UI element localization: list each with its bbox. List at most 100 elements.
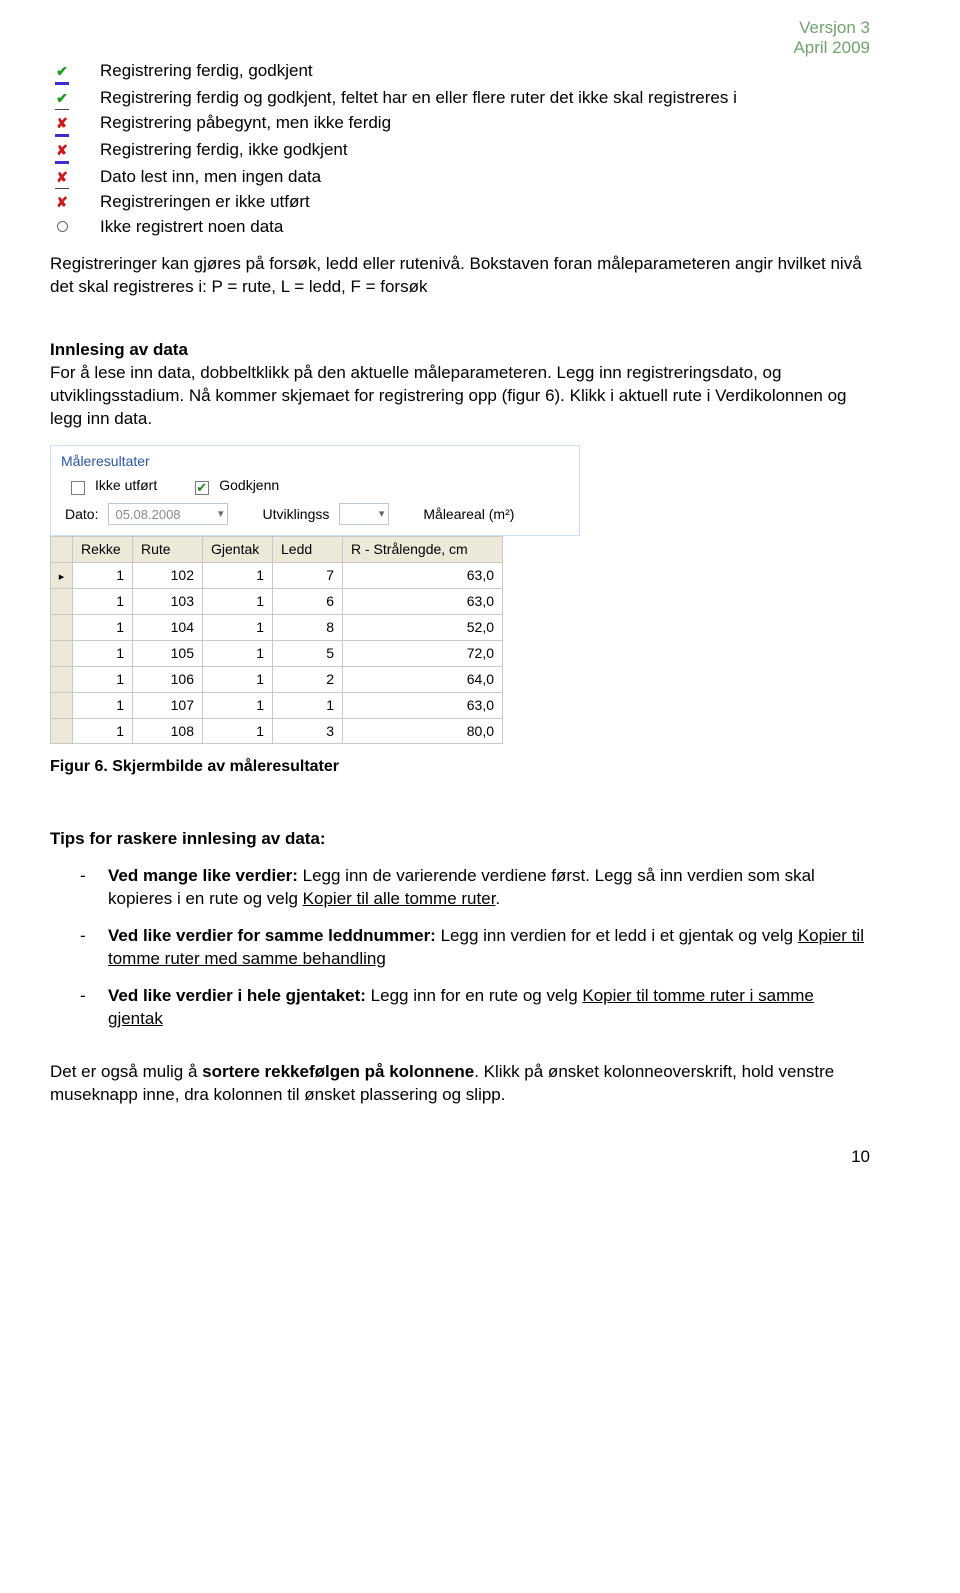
cross-icon: ✘ — [50, 112, 74, 137]
section-body: For å lese inn data, dobbeltklikk på den… — [50, 363, 847, 428]
table-cell[interactable]: 63,0 — [343, 589, 503, 615]
table-cell: 1 — [203, 640, 273, 666]
col-value[interactable]: R - Strålengde, cm — [343, 537, 503, 563]
check-icon: ✔ — [50, 87, 74, 110]
godkjenn-label: Godkjenn — [219, 476, 279, 495]
table-cell: 102 — [133, 563, 203, 589]
col-ledd[interactable]: Ledd — [273, 537, 343, 563]
table-cell: 2 — [273, 666, 343, 692]
table-cell: 1 — [73, 692, 133, 718]
table-cell: 106 — [133, 666, 203, 692]
row-selector[interactable] — [51, 718, 73, 744]
row-selector[interactable] — [51, 692, 73, 718]
table-cell: 1 — [203, 614, 273, 640]
row-selector[interactable] — [51, 614, 73, 640]
table-cell: 7 — [273, 563, 343, 589]
tips-item: Ved like verdier for samme leddnummer: L… — [80, 925, 870, 971]
sort-bold: sortere rekkefølgen på kolonnene — [202, 1062, 474, 1081]
chevron-down-icon: ▾ — [218, 507, 224, 522]
table-cell[interactable]: 63,0 — [343, 563, 503, 589]
table-cell: 1 — [203, 666, 273, 692]
table-cell: 1 — [73, 666, 133, 692]
col-rekke[interactable]: Rekke — [73, 537, 133, 563]
sort-paragraph: Det er også mulig å sortere rekkefølgen … — [50, 1061, 870, 1107]
table-cell: 105 — [133, 640, 203, 666]
table-cell: 1 — [203, 589, 273, 615]
table-cell: 108 — [133, 718, 203, 744]
cross-icon: ✘ — [50, 166, 74, 189]
chevron-down-icon: ▾ — [379, 507, 385, 522]
panel-title: Måleresultater — [61, 452, 569, 471]
legend-text: Registrering påbegynt, men ikke ferdig — [100, 112, 870, 135]
table-cell: 1 — [73, 589, 133, 615]
ikke-utfort-label: Ikke utført — [95, 476, 157, 495]
table-row[interactable]: 11061264,0 — [51, 666, 503, 692]
row-selector[interactable] — [51, 563, 73, 589]
maaleareal-label: Måleareal (m²) — [423, 505, 514, 524]
legend-text: Registrering ferdig, ikke godkjent — [100, 139, 870, 162]
table-cell: 107 — [133, 692, 203, 718]
legend-text: Registrering ferdig og godkjent, feltet … — [100, 87, 870, 110]
godkjenn-checkbox[interactable] — [195, 481, 209, 495]
row-selector[interactable] — [51, 589, 73, 615]
results-table: Rekke Rute Gjentak Ledd R - Strålengde, … — [50, 536, 503, 744]
table-row[interactable]: 11081380,0 — [51, 718, 503, 744]
table-cell: 5 — [273, 640, 343, 666]
row-selector[interactable] — [51, 640, 73, 666]
table-header-row: Rekke Rute Gjentak Ledd R - Strålengde, … — [51, 537, 503, 563]
table-row[interactable]: 11031663,0 — [51, 589, 503, 615]
table-cell: 1 — [73, 614, 133, 640]
table-row[interactable]: 11041852,0 — [51, 614, 503, 640]
legend-text: Registreringen er ikke utført — [100, 191, 870, 214]
doc-version-header: Versjon 3 April 2009 — [793, 18, 870, 59]
table-cell: 103 — [133, 589, 203, 615]
sort-pre: Det er også mulig å — [50, 1062, 202, 1081]
dato-value: 05.08.2008 — [115, 506, 180, 524]
table-cell[interactable]: 80,0 — [343, 718, 503, 744]
maaleresultater-screenshot: Måleresultater Ikke utført Godkjenn Dato… — [50, 445, 580, 745]
row-selector[interactable] — [51, 666, 73, 692]
section-title: Innlesing av data — [50, 340, 188, 359]
legend-text: Dato lest inn, men ingen data — [100, 166, 870, 189]
tips-item: Ved like verdier i hele gjentaket: Legg … — [80, 985, 870, 1031]
legend-text: Registrering ferdig, godkjent — [100, 60, 870, 83]
tips-list: Ved mange like verdier: Legg inn de vari… — [50, 865, 870, 1031]
table-cell[interactable]: 52,0 — [343, 614, 503, 640]
registreringer-paragraph: Registreringer kan gjøres på forsøk, led… — [50, 253, 870, 299]
table-row[interactable]: 11071163,0 — [51, 692, 503, 718]
ikke-utfort-checkbox[interactable] — [71, 481, 85, 495]
table-row[interactable]: 11051572,0 — [51, 640, 503, 666]
dato-input[interactable]: 05.08.2008 ▾ — [108, 503, 228, 525]
utviklings-input[interactable]: ▾ — [339, 503, 389, 525]
col-gjentak[interactable]: Gjentak — [203, 537, 273, 563]
table-cell[interactable]: 64,0 — [343, 666, 503, 692]
table-cell: 8 — [273, 614, 343, 640]
legend-text: Ikke registrert noen data — [100, 216, 870, 239]
page-number: 10 — [100, 1146, 870, 1169]
table-cell: 104 — [133, 614, 203, 640]
cross-icon: ✘ — [50, 191, 74, 213]
check-icon: ✔ — [50, 60, 74, 85]
table-cell[interactable]: 63,0 — [343, 692, 503, 718]
dato-label: Dato: — [65, 505, 98, 524]
figure-caption: Figur 6. Skjermbilde av måleresultater — [50, 756, 870, 778]
tips-title: Tips for raskere innlesing av data: — [50, 828, 870, 851]
table-cell: 3 — [273, 718, 343, 744]
table-cell: 1 — [73, 640, 133, 666]
table-cell: 1 — [73, 718, 133, 744]
utviklings-label: Utviklingss — [262, 505, 329, 524]
table-cell: 1 — [203, 718, 273, 744]
table-cell: 1 — [73, 563, 133, 589]
table-cell: 1 — [203, 563, 273, 589]
col-rute[interactable]: Rute — [133, 537, 203, 563]
status-icon-legend: ✔ Registrering ferdig, godkjent ✔ Regist… — [50, 60, 870, 239]
table-cell: 6 — [273, 589, 343, 615]
version-line: Versjon 3 — [793, 18, 870, 38]
tips-item: Ved mange like verdier: Legg inn de vari… — [80, 865, 870, 911]
table-cell: 1 — [273, 692, 343, 718]
table-cell: 1 — [203, 692, 273, 718]
table-row[interactable]: 11021763,0 — [51, 563, 503, 589]
cross-icon: ✘ — [50, 139, 74, 164]
circle-icon — [50, 216, 74, 238]
table-cell[interactable]: 72,0 — [343, 640, 503, 666]
